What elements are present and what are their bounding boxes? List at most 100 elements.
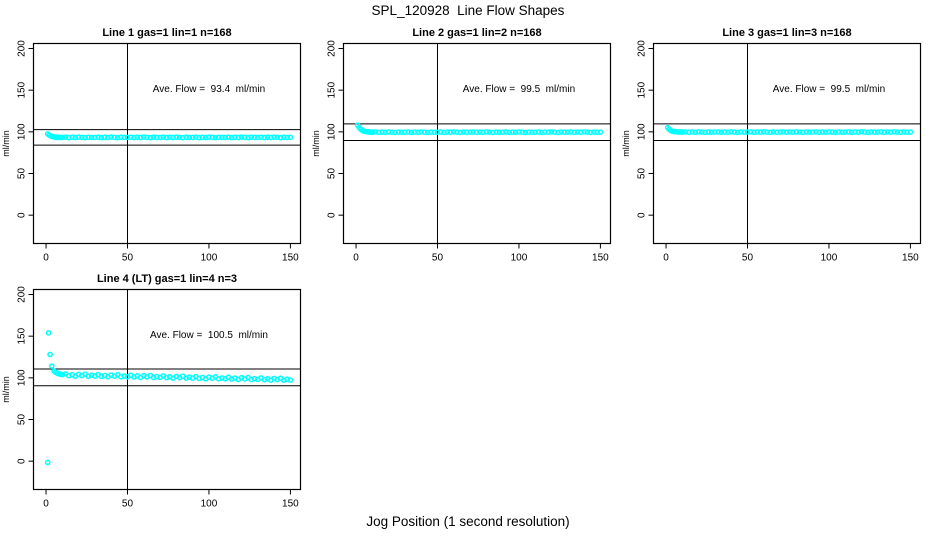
data-point (816, 129, 823, 136)
data-point (62, 134, 69, 141)
data-point (522, 129, 529, 136)
data-point (287, 134, 294, 141)
x-tick-label: 50 (122, 253, 134, 264)
data-point (59, 134, 66, 141)
data-point (437, 129, 444, 135)
x-tick-label: 150 (282, 499, 299, 510)
data-point (140, 134, 147, 140)
data-point (287, 377, 294, 383)
data-point (542, 129, 548, 135)
data-point (731, 129, 738, 135)
data-point (157, 134, 163, 141)
data-point (780, 129, 787, 135)
y-tick-label: 150 (17, 327, 28, 344)
panel-line-3: Line 3 gas=1 lin=3 n=168 0 50 100 150 0 50 100 1… (621, 27, 922, 264)
data-point (441, 129, 447, 136)
y-tick-label: 50 (637, 168, 648, 180)
ave-flow-annotation: Ave. Flow = 93.4 ml/min (153, 84, 265, 95)
y-tick-label: 0 (637, 212, 648, 218)
data-point (871, 129, 878, 136)
data-point (261, 134, 268, 141)
data-point (516, 129, 522, 135)
data-point (186, 134, 193, 141)
x-tick-label: 0 (43, 253, 49, 264)
data-point (858, 128, 865, 135)
data-point (829, 129, 836, 135)
data-point (114, 134, 121, 141)
data-point (679, 129, 686, 135)
data-point (490, 129, 496, 136)
data-point (904, 129, 910, 136)
data-point (193, 134, 199, 141)
data-point (839, 129, 845, 136)
data-point (196, 134, 203, 141)
data-point (568, 129, 574, 135)
data-point (777, 129, 783, 135)
data-point (826, 128, 832, 135)
data-point (131, 134, 137, 141)
y-tick-label: 200 (17, 286, 28, 303)
data-point (901, 129, 907, 135)
y-axis-label: ml/min (621, 130, 631, 157)
data-point (473, 129, 480, 136)
data-point (421, 129, 428, 136)
data-point (718, 129, 725, 136)
y-axis-label: ml/min (1, 130, 11, 157)
data-point (480, 129, 486, 136)
data-point (861, 129, 868, 135)
data-point (894, 129, 901, 135)
data-point (121, 134, 128, 141)
data-point (444, 129, 451, 135)
data-point (503, 129, 509, 135)
data-point (545, 129, 552, 136)
data-point (79, 134, 85, 141)
data-point (222, 134, 229, 141)
data-point (206, 134, 212, 140)
data-point (45, 329, 52, 336)
data-point (741, 129, 748, 136)
data-point (803, 129, 809, 135)
data-point (773, 129, 780, 136)
data-point (809, 129, 816, 135)
data-point (506, 129, 513, 136)
data-point (597, 129, 604, 136)
main-title: SPL_120928 Line Flow Shapes (371, 3, 565, 18)
data-point (66, 134, 72, 141)
data-point (705, 129, 712, 135)
x-tick-label: 100 (511, 253, 528, 264)
data-point (783, 129, 790, 136)
data-point (281, 134, 287, 141)
data-point (180, 134, 186, 141)
data-point (183, 134, 189, 141)
x-tick-label: 150 (592, 253, 609, 264)
data-point (144, 134, 150, 141)
ave-flow-annotation: Ave. Flow = 100.5 ml/min (150, 330, 268, 341)
data-point (232, 134, 238, 141)
data-point (173, 134, 180, 140)
x-tick-label: 0 (663, 253, 669, 264)
x-tick-label: 100 (201, 499, 218, 510)
data-point (578, 129, 584, 136)
data-point (790, 129, 796, 136)
y-tick-label: 50 (327, 168, 338, 180)
data-point (564, 129, 571, 136)
data-point (134, 134, 141, 141)
data-point (268, 134, 274, 141)
data-point (574, 129, 581, 135)
y-tick-label: 50 (17, 414, 28, 426)
data-point (760, 128, 767, 135)
data-point (176, 134, 183, 141)
data-point (88, 134, 95, 141)
data-point (699, 129, 705, 135)
data-point (852, 129, 858, 135)
data-point (284, 134, 290, 141)
data-point (770, 129, 777, 135)
y-tick-label: 0 (327, 212, 338, 218)
data-point (470, 129, 477, 135)
data-point (98, 134, 105, 141)
data-point (907, 129, 914, 135)
data-point (202, 134, 209, 141)
data-point (258, 134, 264, 141)
data-point (571, 129, 578, 136)
data-point (584, 129, 591, 136)
